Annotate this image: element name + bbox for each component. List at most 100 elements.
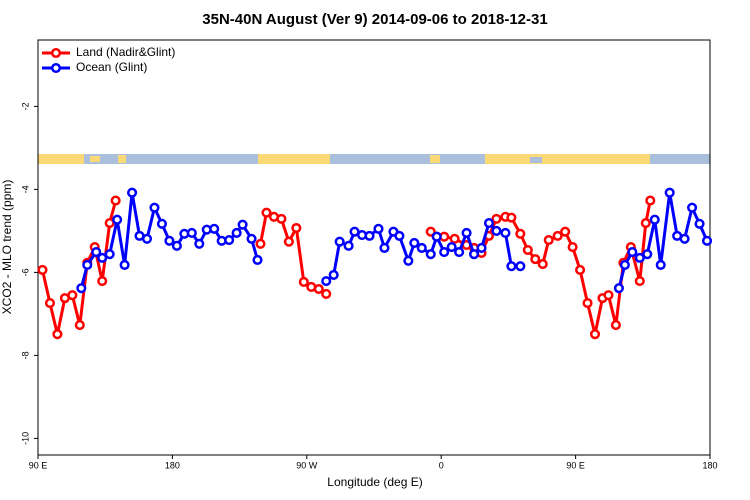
data-point (687, 202, 698, 213)
data-point (149, 202, 160, 213)
data-point (701, 235, 713, 246)
data-point (425, 226, 436, 237)
plot-frame (37, 39, 711, 456)
data-point (645, 195, 656, 206)
land-ocean-strip (38, 154, 710, 164)
land-strip (485, 154, 650, 164)
x-tick-label: 90 E (29, 460, 48, 470)
land-strip (430, 155, 440, 163)
data-point (298, 276, 309, 287)
data-point (104, 249, 115, 260)
data-point (110, 195, 121, 206)
data-point (582, 298, 593, 309)
land-strip (258, 154, 330, 164)
data-point (449, 233, 460, 244)
data-point (403, 255, 414, 266)
data-point (567, 242, 578, 253)
data-point (642, 249, 653, 260)
data-point (506, 261, 517, 272)
data-point (446, 242, 457, 253)
data-point (97, 276, 108, 287)
series-line (41, 200, 652, 335)
land-strip (90, 156, 100, 162)
data-point (67, 290, 78, 301)
data-point (634, 252, 645, 263)
data-point (379, 242, 390, 253)
data-point (291, 222, 302, 234)
y-tick-label: -10 (20, 432, 30, 445)
x-tick-label: 90 E (566, 460, 585, 470)
land-strip (118, 155, 126, 163)
data-point (483, 217, 495, 229)
data-point (373, 223, 384, 234)
data-point (141, 233, 153, 244)
data-point (500, 227, 511, 239)
data-point (171, 240, 182, 251)
y-tick-label: -6 (20, 268, 30, 276)
data-point (461, 227, 472, 239)
data-point (328, 269, 339, 280)
data-point (252, 254, 263, 266)
data-point (313, 283, 324, 295)
data-point (640, 217, 651, 229)
data-point (543, 234, 554, 246)
data-point (119, 259, 130, 270)
data-point (164, 235, 175, 246)
data-point (575, 264, 586, 275)
data-point (515, 261, 526, 272)
data-point (261, 207, 272, 218)
y-tick-label: -4 (20, 185, 30, 193)
data-point (664, 187, 675, 198)
data-point (610, 320, 621, 331)
data-point (491, 213, 502, 224)
data-point (589, 329, 601, 340)
chart-title: 35N-40N August (Ver 9) 2014-09-06 to 201… (202, 11, 547, 28)
data-point (694, 218, 705, 229)
data-point (127, 187, 138, 198)
data-point (276, 213, 287, 224)
legend-text: Land (Nadir&Glint) (76, 45, 175, 59)
land-strip (38, 154, 84, 164)
data-point (627, 247, 638, 258)
data-point (52, 329, 63, 340)
data-point (537, 259, 548, 270)
data-point (655, 259, 666, 270)
data-point (194, 238, 205, 249)
data-point (37, 264, 48, 275)
ocean-strip (530, 157, 542, 163)
data-point (619, 259, 630, 270)
data-point (44, 298, 55, 309)
data-point (237, 219, 248, 230)
data-point (246, 233, 257, 244)
data-point (343, 240, 354, 251)
data-point (91, 247, 102, 258)
data-point (530, 254, 541, 265)
x-axis-label: Longitude (deg E) (327, 475, 422, 489)
data-point (82, 259, 93, 270)
data-point (506, 212, 517, 223)
data-point (425, 249, 436, 260)
y-axis-label: XCO2 - MLO trend (ppm) (0, 180, 14, 315)
data-point (552, 230, 563, 241)
data-point (255, 238, 266, 249)
y-tick-label: -2 (20, 102, 30, 110)
legend-marker (50, 47, 62, 59)
data-point (283, 236, 294, 247)
data-point (321, 288, 332, 300)
data-point (321, 276, 332, 287)
ocean-strip (38, 154, 710, 164)
legend-text: Ocean (Glint) (76, 60, 147, 74)
data-point (522, 244, 533, 256)
data-point (76, 283, 87, 294)
data-point (613, 283, 624, 294)
data-point (394, 230, 405, 241)
x-tick-label: 90 W (296, 460, 318, 470)
data-point (491, 225, 502, 236)
legend-marker (50, 62, 62, 74)
data-point (156, 218, 167, 229)
data-point (209, 223, 220, 234)
data-point (409, 237, 420, 248)
data-point (515, 228, 526, 239)
data-point (74, 320, 85, 331)
